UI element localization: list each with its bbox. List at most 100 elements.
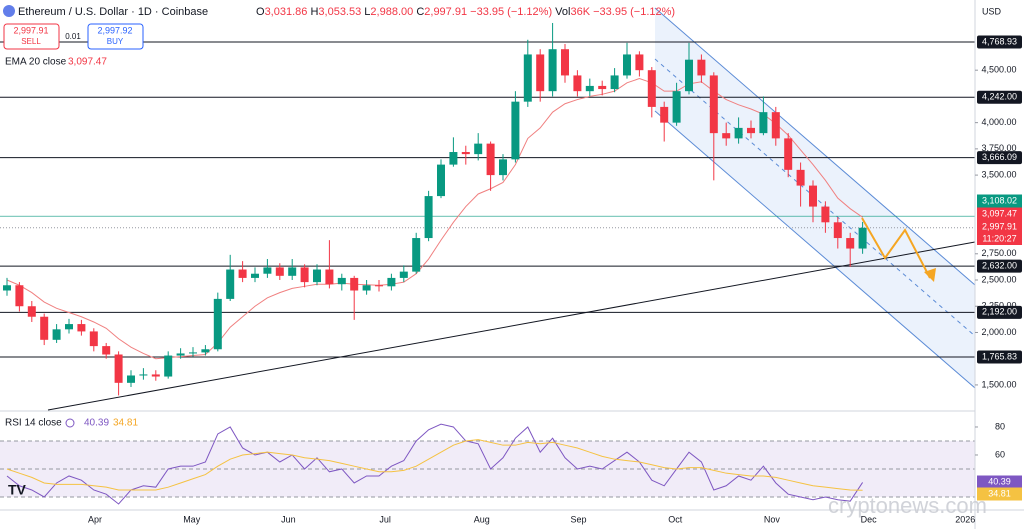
ema-legend-value: 3,097.47	[68, 57, 107, 68]
forecast-arrow	[924, 268, 936, 282]
level-badge	[977, 305, 1022, 319]
candle-body	[523, 54, 532, 102]
candle-body	[759, 112, 768, 134]
y-tick-label: 4,000.00	[981, 117, 1016, 127]
volume-change: −33.95 (−1.12%)	[593, 6, 675, 18]
candle-body	[548, 49, 557, 92]
price-badge: 2,997.91	[982, 221, 1017, 231]
currency: USD	[982, 6, 1002, 16]
candle-body	[65, 324, 73, 330]
x-tick-label: May	[183, 514, 201, 524]
sell-label: SELL	[21, 37, 41, 46]
watermark: cryptonews.com	[828, 493, 987, 518]
candle-body	[858, 227, 867, 249]
candle-body	[561, 49, 569, 76]
candle-body	[846, 238, 855, 249]
ohlc-value: 2,988.00	[370, 6, 413, 18]
candle-body	[623, 54, 631, 76]
candle-body	[709, 75, 718, 134]
sell-price: 2,997.91	[13, 25, 48, 35]
candle-body	[40, 316, 49, 340]
x-tick-label: Dec	[861, 514, 878, 524]
candle-body	[15, 285, 24, 307]
ohlc-key: L	[364, 6, 370, 18]
buy-label: BUY	[107, 37, 124, 46]
candle-body	[238, 269, 247, 278]
candle-body	[114, 354, 123, 383]
candle-body	[747, 127, 755, 134]
candle-body	[27, 306, 36, 317]
level-label: 4,242.00	[982, 92, 1017, 102]
x-tick-label: Jul	[379, 514, 391, 524]
level-label: 1,765.83	[982, 351, 1017, 361]
level-badge	[977, 350, 1022, 364]
rsi-badge: 40.39	[988, 476, 1011, 486]
candle-body	[151, 374, 160, 377]
ohlc-value: 3,053.53	[318, 6, 361, 18]
candle-body	[672, 91, 681, 123]
candle-body	[375, 285, 383, 287]
candle-body	[399, 271, 408, 278]
rsi-tick-label: 80	[995, 421, 1005, 431]
candle-body	[796, 169, 805, 186]
y-tick-label: 2,500.00	[981, 274, 1016, 284]
rsi-settings-icon[interactable]	[65, 418, 75, 428]
y-tick-label: 3,750.00	[981, 143, 1016, 153]
candle-body	[573, 75, 582, 92]
sell-button[interactable]	[3, 23, 60, 50]
candle-body	[325, 269, 334, 285]
candle-body	[176, 353, 185, 356]
change: −33.95 (−1.12%)	[470, 6, 552, 18]
candle-body	[499, 159, 507, 176]
ohlc-value: 3,031.86	[265, 6, 308, 18]
candle-body	[275, 267, 284, 276]
rsi-ma-badge-bg	[977, 487, 1022, 501]
plot	[0, 22, 975, 505]
y-tick-label: 2,750.00	[981, 248, 1016, 258]
candle-body	[833, 222, 842, 239]
level-label: 3,666.09	[982, 152, 1017, 162]
candle-body	[511, 101, 520, 160]
ema-badge: 3,097.47	[982, 208, 1017, 218]
candle-body	[52, 329, 61, 340]
candle-body	[685, 59, 693, 92]
volume: 36K	[570, 6, 590, 18]
symbol-title: Ethereum / U.S. Dollar · 1D · Coinbase	[18, 6, 208, 18]
ohlc-value: 2,997.91	[424, 6, 467, 18]
candle-body	[697, 59, 706, 76]
candle-body	[660, 106, 669, 123]
timer-bg	[977, 233, 1022, 245]
x-tick-label: 2026	[955, 514, 975, 524]
candle-body	[722, 133, 731, 139]
candle-body	[350, 277, 359, 291]
candle-body	[647, 70, 656, 107]
level-label: 2,632.00	[982, 261, 1017, 271]
candle-body	[102, 346, 111, 355]
forecast-path	[861, 217, 931, 279]
candle-body	[189, 352, 197, 354]
candle-body	[263, 267, 272, 274]
x-tick-label: Jun	[281, 514, 296, 524]
candle-body	[337, 277, 346, 285]
buy-button[interactable]	[87, 23, 144, 50]
rsi-line	[6, 423, 864, 505]
candle-body	[300, 267, 309, 283]
level-badge	[977, 90, 1022, 104]
x-tick-label: Nov	[764, 514, 781, 524]
candle-body	[449, 152, 458, 165]
candle-body	[437, 164, 445, 197]
ema-badge-bg	[977, 207, 1022, 221]
candle-body	[387, 277, 396, 287]
candle-body	[536, 54, 545, 92]
ema-line	[6, 78, 863, 360]
candle-body	[598, 85, 607, 90]
rsi-legend-value: 40.39	[84, 418, 109, 429]
rsi-tick-label: 60	[995, 449, 1005, 459]
ohlc-readout: O3,031.86 H3,053.53 L2,988.00 C2,997.91 …	[256, 6, 675, 18]
candle-body	[610, 75, 619, 90]
buy-price: 2,997.92	[97, 25, 132, 35]
rsi-ma-badge: 34.81	[988, 488, 1011, 498]
y-tick-label: 3,500.00	[981, 169, 1016, 179]
x-tick-label: Oct	[668, 514, 683, 524]
